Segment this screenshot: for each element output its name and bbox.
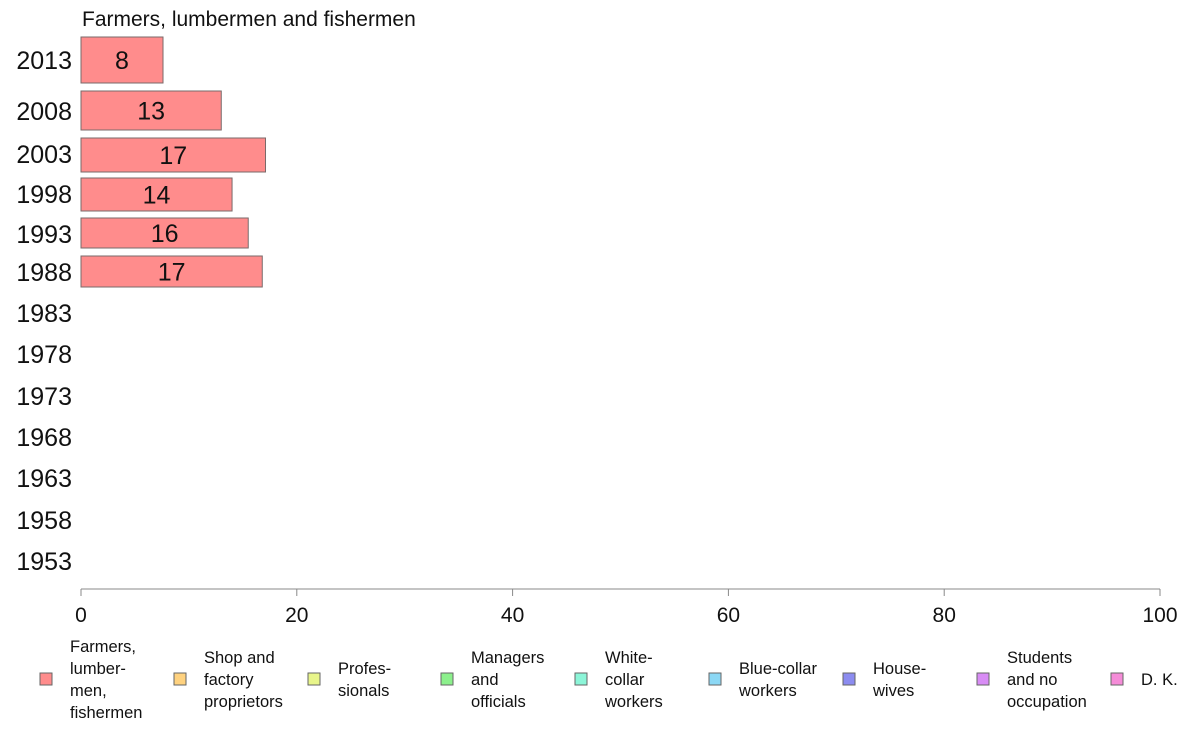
x-tick-label-0: 0 — [75, 604, 87, 627]
bar-value-label-1998: 14 — [143, 182, 171, 210]
x-tick-label-60: 60 — [717, 604, 740, 627]
legend-label: House-wives — [872, 660, 926, 700]
legend-item-5: White-collar workers — [574, 649, 663, 711]
legend: Farmers, lumber-men, fishermen Shop and fact… — [39, 638, 1178, 722]
year-label-1983: 1983 — [16, 300, 72, 328]
legend-label: Profes-sionals — [338, 660, 391, 700]
x-tick-label-100: 100 — [1142, 604, 1177, 627]
year-labels: 2013 2008 2003 1998 1993 1988 1983 1978 1973 1968… — [16, 47, 72, 576]
bar-2013 — [80, 36, 164, 84]
year-label-2003: 2003 — [16, 141, 72, 169]
legend-label: Blue-collar workers — [738, 660, 817, 700]
year-label-1958: 1958 — [16, 507, 72, 535]
bar-1993 — [80, 217, 249, 249]
legend-item-1: Farmers, lumber-men, fishermen — [39, 638, 142, 722]
legend-item-6: Blue-collar workers — [708, 660, 817, 700]
legend-label: Shop and factory proprietors — [204, 649, 283, 711]
legend-swatch — [173, 672, 187, 686]
legend-label: Managers and officials — [471, 649, 544, 711]
year-label-1998: 1998 — [16, 181, 72, 209]
legend-swatch — [842, 672, 856, 686]
x-tick-label-40: 40 — [501, 604, 524, 627]
legend-swatch — [976, 672, 990, 686]
legend-swatch — [307, 672, 321, 686]
bar-1988 — [80, 255, 263, 288]
year-label-1968: 1968 — [16, 424, 72, 452]
bar-value-label-2003: 17 — [159, 142, 187, 170]
legend-swatch — [574, 672, 588, 686]
bar-2003 — [80, 137, 267, 173]
bar-value-label-2013: 8 — [115, 47, 129, 75]
year-label-1953: 1953 — [16, 548, 72, 576]
year-label-1988: 1988 — [16, 259, 72, 287]
legend-label: Students and no occupation — [1007, 649, 1087, 711]
legend-swatch — [1110, 672, 1124, 686]
legend-label: White-collar workers — [604, 649, 663, 711]
bar-value-label-1993: 16 — [151, 220, 179, 248]
legend-item-3: Profes-sionals — [307, 660, 391, 700]
legend-item-2: Shop and factory proprietors — [173, 649, 283, 711]
legend-label: Farmers, lumber-men, fishermen — [70, 638, 142, 722]
bar-value-label-2008: 13 — [137, 98, 165, 126]
year-label-2008: 2008 — [16, 98, 72, 126]
legend-swatch — [440, 672, 454, 686]
legend-item-8: Students and no occupation — [976, 649, 1087, 711]
x-axis: 0 20 40 60 80 100 — [75, 588, 1178, 627]
x-tick-label-20: 20 — [285, 604, 308, 627]
year-label-2013: 2013 — [16, 47, 72, 75]
year-label-1973: 1973 — [16, 383, 72, 411]
bar-1998 — [80, 177, 233, 212]
year-label-1963: 1963 — [16, 465, 72, 493]
x-tick-label-80: 80 — [933, 604, 956, 627]
bars-layer: 8 13 17 14 16 17 — [80, 36, 267, 288]
legend-item-7: House-wives — [842, 660, 926, 700]
year-label-1978: 1978 — [16, 341, 72, 369]
legend-swatch — [708, 672, 722, 686]
legend-label: D. K. — [1141, 671, 1178, 689]
chart-title: Farmers, lumbermen and fishermen — [82, 8, 416, 31]
bar-value-label-1988: 17 — [158, 259, 186, 287]
legend-swatch — [39, 672, 53, 686]
year-label-1993: 1993 — [16, 221, 72, 249]
legend-item-9: D. K. — [1110, 671, 1178, 689]
bar-2008 — [80, 90, 222, 131]
legend-item-4: Managers and officials — [440, 649, 544, 711]
